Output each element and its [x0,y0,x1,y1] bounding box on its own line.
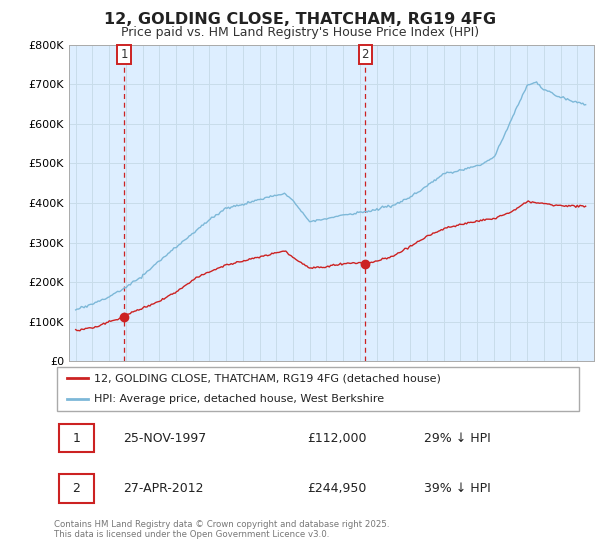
Text: 1: 1 [73,432,80,445]
Text: Price paid vs. HM Land Registry's House Price Index (HPI): Price paid vs. HM Land Registry's House … [121,26,479,39]
Text: 2: 2 [73,482,80,495]
Text: £244,950: £244,950 [307,482,367,495]
Text: 39% ↓ HPI: 39% ↓ HPI [424,482,490,495]
Text: 2: 2 [362,48,369,61]
Text: HPI: Average price, detached house, West Berkshire: HPI: Average price, detached house, West… [94,394,384,404]
Text: 29% ↓ HPI: 29% ↓ HPI [424,432,490,445]
FancyBboxPatch shape [56,367,580,410]
Text: 27-APR-2012: 27-APR-2012 [122,482,203,495]
FancyBboxPatch shape [59,474,94,503]
Text: Contains HM Land Registry data © Crown copyright and database right 2025.
This d: Contains HM Land Registry data © Crown c… [54,520,389,539]
Text: 12, GOLDING CLOSE, THATCHAM, RG19 4FG (detached house): 12, GOLDING CLOSE, THATCHAM, RG19 4FG (d… [94,373,440,383]
Text: 12, GOLDING CLOSE, THATCHAM, RG19 4FG: 12, GOLDING CLOSE, THATCHAM, RG19 4FG [104,12,496,27]
Text: £112,000: £112,000 [307,432,367,445]
Text: 25-NOV-1997: 25-NOV-1997 [122,432,206,445]
FancyBboxPatch shape [59,424,94,452]
Text: 1: 1 [121,48,128,61]
